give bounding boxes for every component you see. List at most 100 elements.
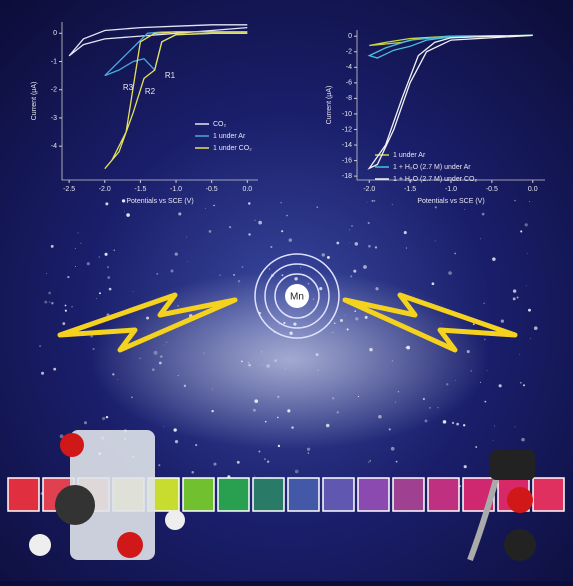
- star: [80, 243, 81, 244]
- star: [438, 407, 439, 408]
- star: [261, 365, 262, 366]
- star: [209, 230, 212, 233]
- star: [345, 315, 346, 316]
- star: [75, 248, 76, 249]
- star: [53, 368, 56, 371]
- star: [473, 323, 475, 325]
- star: [482, 213, 485, 216]
- star: [484, 401, 486, 403]
- star: [258, 221, 262, 225]
- star: [517, 296, 519, 298]
- star: [107, 276, 110, 279]
- star: [395, 402, 396, 403]
- strip-square: [218, 478, 249, 511]
- star: [171, 270, 174, 273]
- x-axis-label: Potentials vs SCE (V): [126, 198, 193, 205]
- star: [212, 389, 213, 390]
- star: [289, 238, 292, 241]
- star: [358, 396, 359, 397]
- star: [340, 319, 343, 322]
- star: [406, 346, 410, 350]
- star: [187, 261, 188, 262]
- star: [443, 420, 447, 424]
- star: [441, 323, 442, 324]
- star: [519, 354, 520, 355]
- x-tick-label: 0.0: [242, 186, 252, 193]
- star: [349, 229, 350, 230]
- star: [456, 423, 459, 426]
- star: [49, 301, 50, 302]
- star: [158, 464, 160, 466]
- star: [107, 266, 109, 268]
- star: [448, 271, 452, 275]
- star: [404, 231, 407, 234]
- star: [267, 460, 269, 462]
- star: [515, 426, 516, 427]
- legend-label: 1 + H₂O (2.7 M) under CO₂: [393, 176, 477, 183]
- star: [41, 372, 44, 375]
- star: [454, 253, 456, 255]
- star: [84, 421, 87, 424]
- star: [51, 245, 54, 248]
- star: [432, 282, 435, 285]
- star: [374, 200, 375, 201]
- y-tick-label: -3: [51, 115, 57, 122]
- strip-square: [358, 478, 389, 511]
- star: [480, 382, 481, 383]
- star: [316, 353, 319, 356]
- x-tick-label: -0.5: [206, 186, 218, 193]
- star: [318, 370, 319, 371]
- star: [334, 322, 336, 324]
- star: [350, 275, 352, 277]
- y-tick-label: -4: [51, 143, 57, 150]
- star: [313, 299, 314, 300]
- star: [283, 322, 285, 324]
- star: [332, 332, 333, 333]
- star: [378, 415, 382, 419]
- star: [464, 209, 465, 210]
- x-tick-label: -1.0: [445, 186, 457, 193]
- star: [242, 266, 244, 268]
- x-tick-label: -0.5: [486, 186, 498, 193]
- star: [274, 359, 277, 362]
- star: [327, 256, 330, 259]
- y-axis-label: Current (μA): [326, 86, 333, 125]
- star: [467, 350, 470, 353]
- star: [530, 338, 531, 339]
- star: [277, 417, 278, 418]
- star: [248, 362, 249, 363]
- star: [133, 291, 134, 292]
- star: [287, 409, 290, 412]
- star: [492, 257, 496, 261]
- star: [369, 348, 373, 352]
- star: [78, 232, 79, 233]
- strip-square: [183, 478, 214, 511]
- star: [483, 303, 484, 304]
- star: [332, 397, 334, 399]
- star: [105, 202, 108, 205]
- star: [429, 407, 430, 408]
- star: [322, 253, 325, 256]
- star: [264, 458, 266, 460]
- star: [281, 230, 283, 232]
- star: [446, 383, 448, 385]
- star: [391, 447, 395, 451]
- star: [475, 446, 477, 448]
- star: [44, 301, 47, 304]
- star: [398, 391, 399, 392]
- star: [211, 410, 213, 412]
- star: [62, 322, 65, 325]
- star: [248, 233, 250, 235]
- star: [281, 274, 283, 276]
- star: [154, 351, 158, 355]
- star: [435, 240, 436, 241]
- y-tick-label: 0: [348, 33, 352, 40]
- star: [254, 399, 258, 403]
- star: [527, 253, 528, 254]
- star: [484, 339, 486, 341]
- star: [354, 310, 356, 312]
- star: [281, 202, 282, 203]
- peak-label: R3: [123, 83, 134, 92]
- star: [520, 382, 522, 384]
- y-tick-label: -2: [346, 49, 352, 56]
